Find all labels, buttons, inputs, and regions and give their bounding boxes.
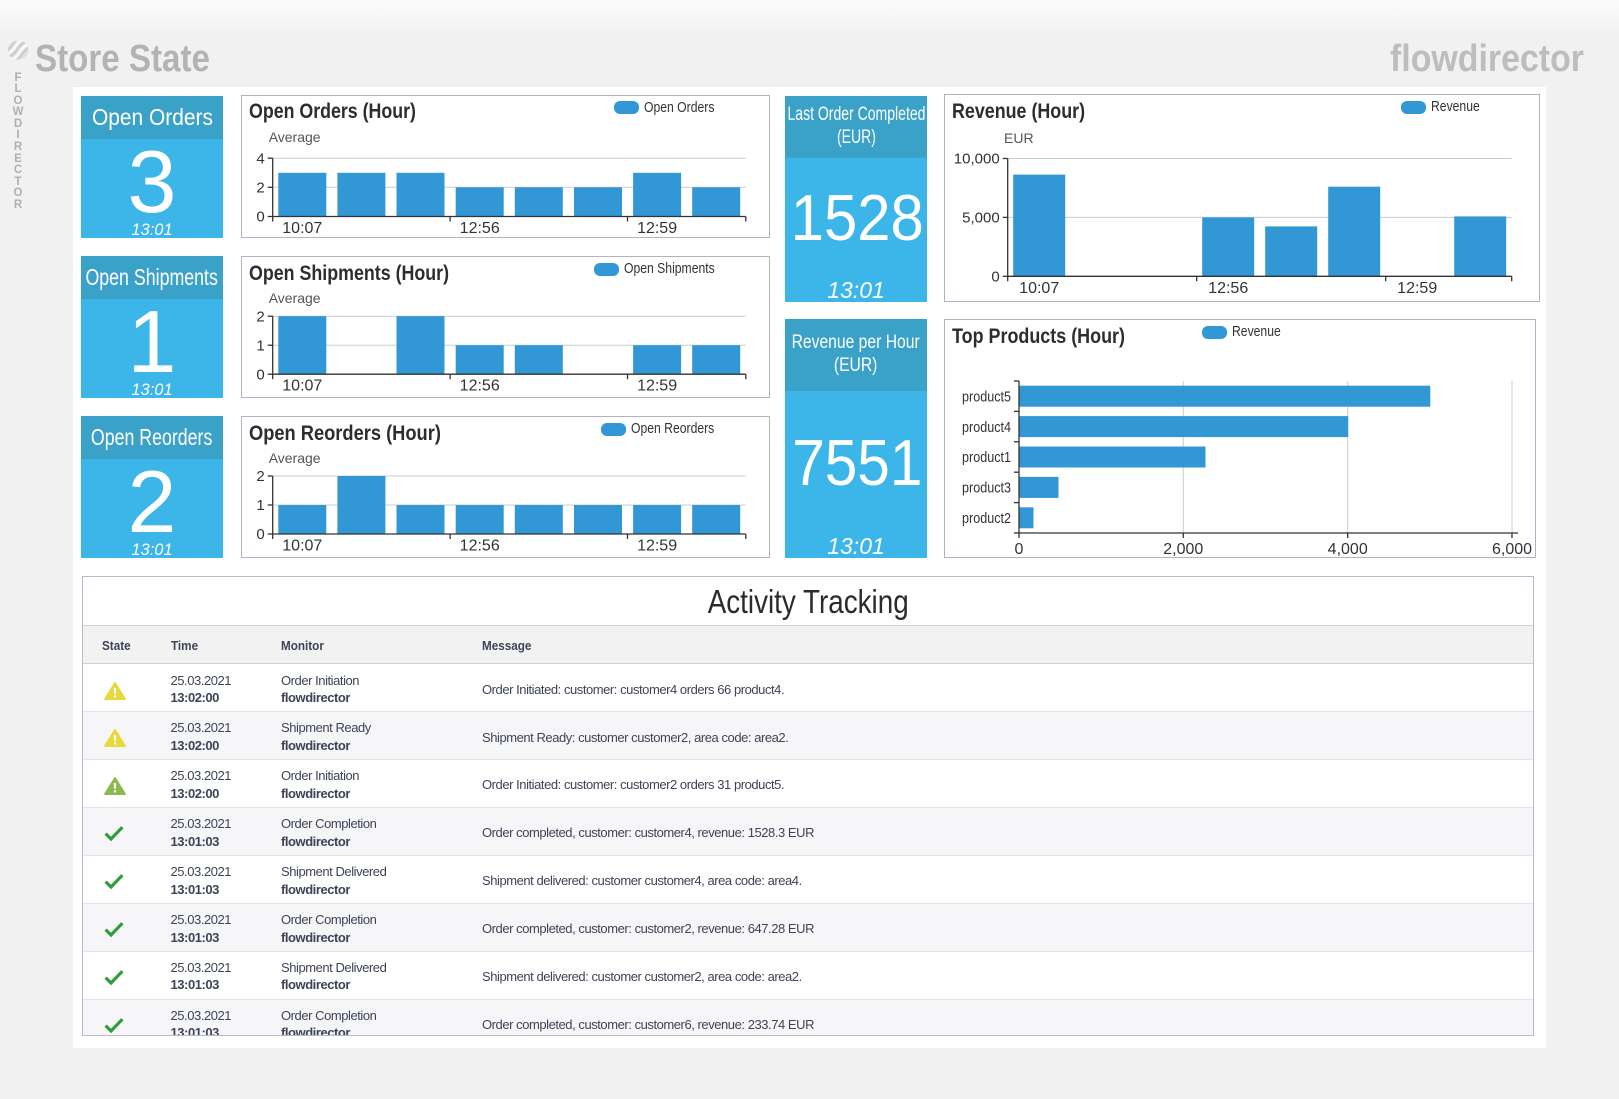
svg-text:10:07: 10:07 <box>282 378 322 395</box>
svg-text:product3: product3 <box>962 480 1011 497</box>
svg-text:12:56: 12:56 <box>460 220 500 237</box>
svg-text:10:07: 10:07 <box>1019 280 1059 297</box>
svg-text:2: 2 <box>256 468 264 485</box>
svg-text:4,000: 4,000 <box>1328 541 1368 558</box>
svg-text:12:56: 12:56 <box>460 378 500 395</box>
svg-text:0: 0 <box>256 526 264 543</box>
svg-text:12:56: 12:56 <box>1208 280 1248 297</box>
svg-text:product5: product5 <box>962 388 1011 405</box>
svg-text:2: 2 <box>256 179 264 196</box>
svg-text:1: 1 <box>256 497 264 514</box>
svg-text:10,000: 10,000 <box>954 151 1000 168</box>
svg-text:10:07: 10:07 <box>282 538 322 555</box>
svg-text:2: 2 <box>256 308 264 325</box>
svg-text:1: 1 <box>256 337 264 354</box>
svg-text:0: 0 <box>991 269 999 286</box>
svg-text:2,000: 2,000 <box>1163 541 1203 558</box>
svg-text:product1: product1 <box>962 449 1011 466</box>
svg-text:12:59: 12:59 <box>637 378 677 395</box>
svg-text:4: 4 <box>256 150 264 167</box>
svg-text:10:07: 10:07 <box>282 220 322 237</box>
svg-text:12:59: 12:59 <box>637 220 677 237</box>
svg-text:12:59: 12:59 <box>1397 280 1437 297</box>
svg-text:product4: product4 <box>962 419 1011 436</box>
svg-text:6,000: 6,000 <box>1492 541 1532 558</box>
svg-text:0: 0 <box>256 366 264 383</box>
svg-text:product2: product2 <box>962 510 1011 527</box>
svg-text:0: 0 <box>1015 541 1024 558</box>
svg-text:5,000: 5,000 <box>962 210 1000 227</box>
svg-text:0: 0 <box>256 208 264 225</box>
svg-text:12:59: 12:59 <box>637 538 677 555</box>
svg-text:12:56: 12:56 <box>460 538 500 555</box>
